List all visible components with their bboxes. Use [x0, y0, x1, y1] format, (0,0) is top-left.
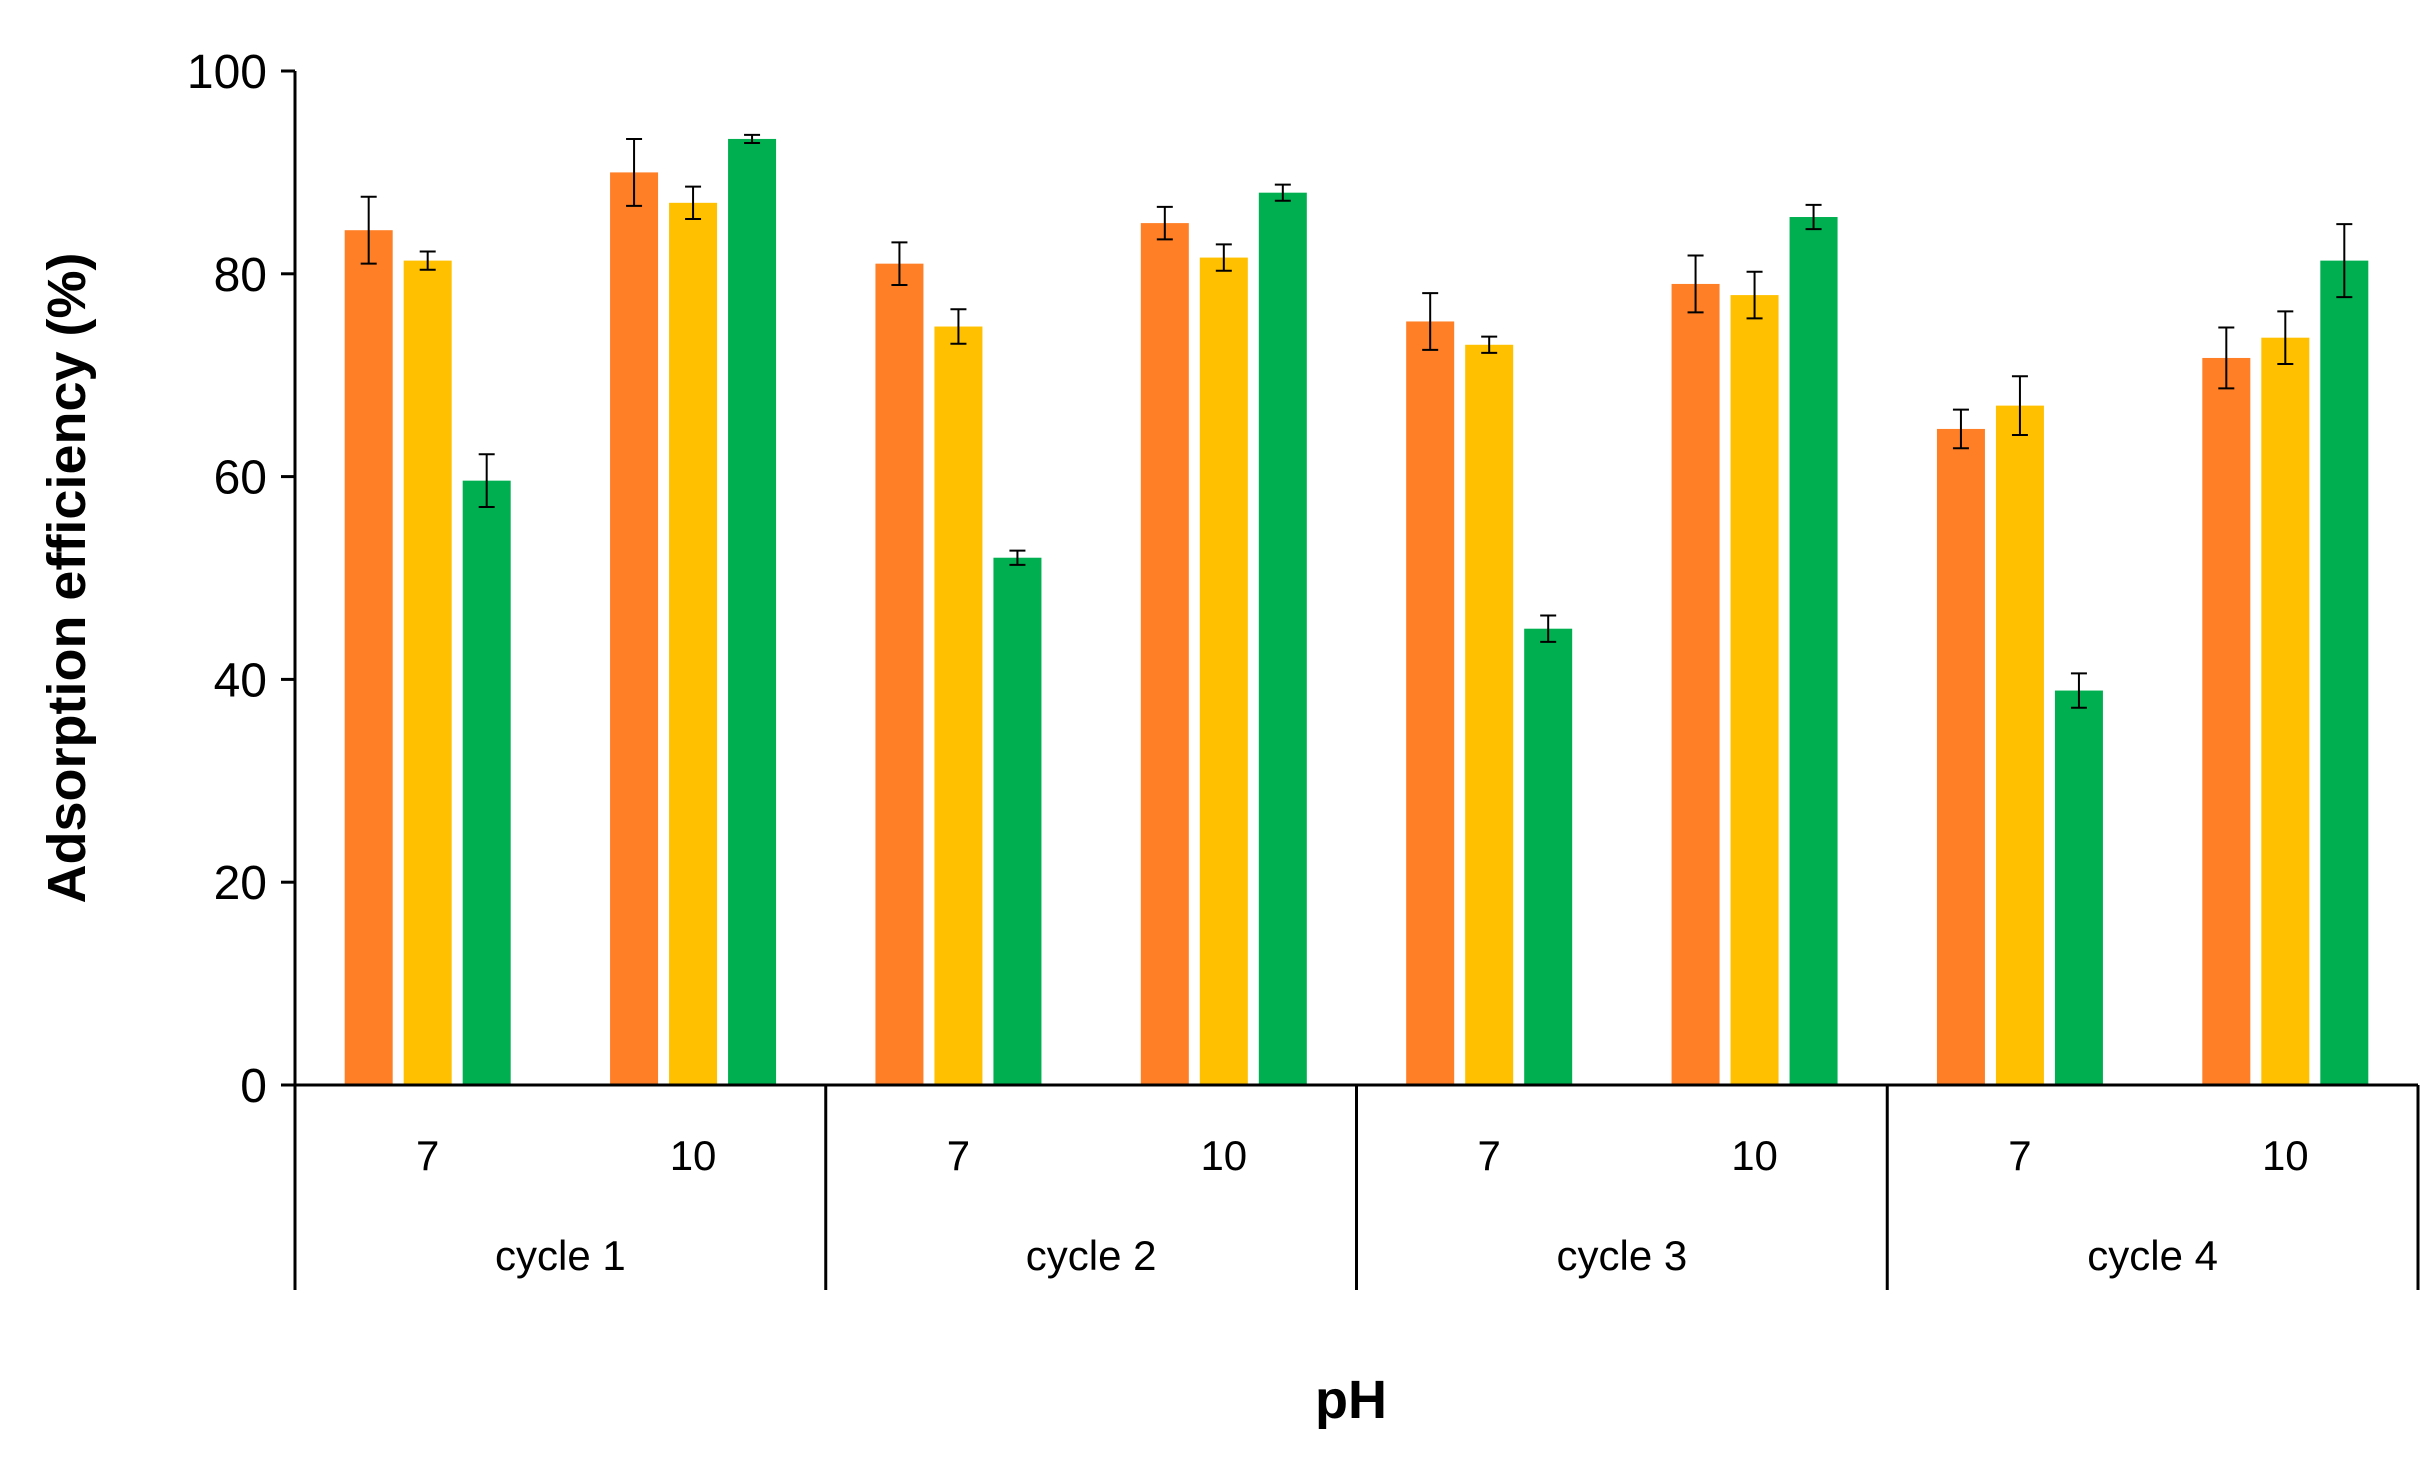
x-category-label-0: 7 [416, 1132, 439, 1179]
y-tick-label-0: 0 [240, 1060, 267, 1113]
x-category-label-7: 10 [2262, 1132, 2309, 1179]
bar-series-orange-7 [2202, 357, 2251, 1085]
y-tick-label-1: 20 [214, 857, 267, 910]
bars-layer [344, 138, 2369, 1086]
bar-series-orange-6 [1936, 428, 1985, 1085]
bar-series-orange-2 [875, 263, 924, 1085]
bar-series-green-2 [993, 557, 1042, 1085]
bar-series-green-3 [1258, 192, 1307, 1085]
y-tick-label-4: 80 [214, 249, 267, 302]
x-axis-title: pH [1315, 1370, 1387, 1430]
bar-series-yellow-5 [1730, 295, 1779, 1085]
x-category-label-1: 10 [670, 1132, 717, 1179]
x-category-label-5: 10 [1731, 1132, 1778, 1179]
labels-layer: 0 20 40 60 80 100 7 10 7 10 7 10 7 10 cycle 1 cycle 2 cy… [187, 46, 2309, 1279]
bar-series-green-5 [1789, 217, 1838, 1086]
axes-layer [281, 69, 2420, 1290]
bar-series-green-4 [1524, 628, 1573, 1085]
x-group-label-3: cycle 4 [2087, 1232, 2218, 1279]
bar-series-yellow-4 [1465, 344, 1514, 1085]
bar-series-green-7 [2320, 260, 2369, 1085]
x-category-label-2: 7 [947, 1132, 970, 1179]
y-tick-label-5: 100 [187, 46, 267, 99]
x-group-label-1: cycle 2 [1026, 1232, 1157, 1279]
x-category-label-3: 10 [1200, 1132, 1247, 1179]
bar-series-orange-3 [1140, 223, 1189, 1086]
bar-series-yellow-3 [1199, 257, 1248, 1085]
bar-series-yellow-6 [1995, 405, 2044, 1085]
bar-series-yellow-0 [403, 260, 452, 1085]
bar-series-green-0 [462, 480, 511, 1085]
y-axis-title: Adsorption efficiency (%) [37, 252, 97, 903]
y-tick-label-2: 40 [214, 654, 267, 707]
bar-series-yellow-2 [934, 326, 983, 1085]
y-tick-label-3: 60 [214, 452, 267, 505]
x-group-label-0: cycle 1 [495, 1232, 626, 1279]
bar-series-orange-1 [610, 172, 659, 1085]
error-bars-layer [360, 133, 2353, 709]
x-category-label-4: 7 [1478, 1132, 1501, 1179]
bar-series-yellow-1 [669, 202, 718, 1085]
x-group-label-2: cycle 3 [1557, 1232, 1688, 1279]
x-category-label-6: 7 [2008, 1132, 2031, 1179]
bar-series-orange-4 [1406, 321, 1455, 1085]
bar-series-orange-5 [1671, 283, 1720, 1085]
bar-series-green-6 [2054, 690, 2103, 1085]
bar-series-green-1 [728, 138, 777, 1086]
bar-series-yellow-7 [2261, 337, 2310, 1085]
bar-series-orange-0 [344, 230, 393, 1085]
